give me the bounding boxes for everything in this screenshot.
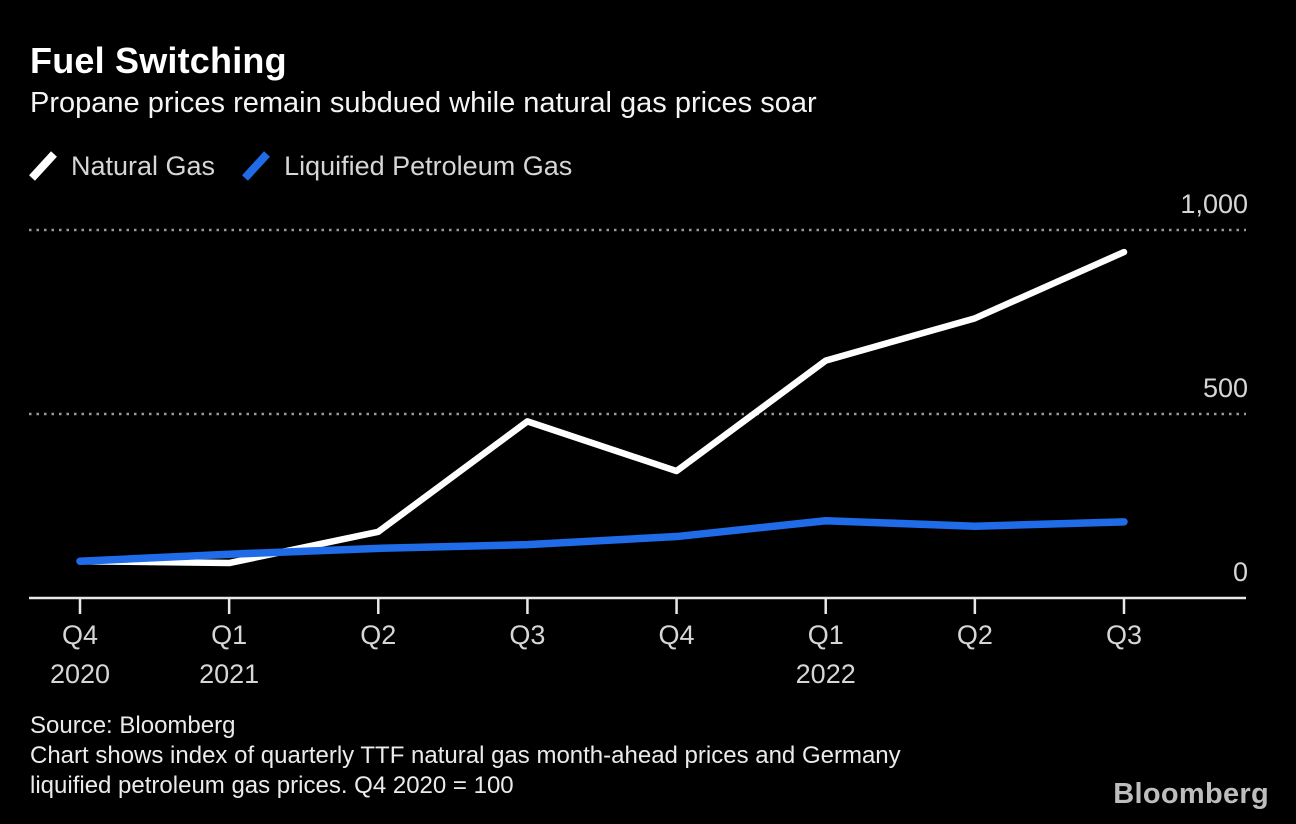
y-axis-label-1000: 1,000 [1180,189,1248,219]
x-axis-label-quarter: Q4 [61,620,99,650]
line-swatch-icon [29,151,57,181]
x-axis-label-quarter: Q3 [509,620,546,650]
y-axis-label-0: 0 [1232,557,1248,587]
footer: Source: Bloomberg Chart shows index of q… [30,711,901,801]
y-axis-label-500: 500 [1202,373,1248,403]
line-swatch-icon [242,151,271,181]
footnote-line-1: Chart shows index of quarterly TTF natur… [30,742,901,769]
x-axis-label-year: 2021 [199,659,260,689]
legend-label: Natural Gas [71,150,216,181]
chart-title: Fuel Switching [30,40,287,81]
legend-label: Liquified Petroleum Gas [284,150,573,181]
x-axis-label-quarter: Q1 [807,620,844,650]
x-axis-label-quarter: Q3 [1105,620,1143,650]
x-axis-label-year: 2020 [49,659,111,689]
legend-item-lpg: Liquified Petroleum Gas [241,150,572,182]
series-line-natural-gas [76,248,1128,567]
x-axis-label-year: 2022 [795,659,856,689]
legend: Natural Gas Liquified Petroleum Gas [28,150,598,182]
bloomberg-logo: Bloomberg [1113,778,1269,810]
series-line-liquified-petroleum-gas [76,516,1128,565]
footnote-line-2: liquified petroleum gas prices. Q4 2020 … [30,772,514,799]
legend-item-natural-gas: Natural Gas [28,150,215,182]
source-line: Source: Bloomberg [30,712,236,739]
x-axis-label-quarter: Q1 [211,620,248,650]
x-axis-label-quarter: Q4 [658,620,695,650]
chart-subtitle: Propane prices remain subdued while natu… [30,87,817,119]
x-axis-label-quarter: Q2 [956,620,993,650]
x-axis-label-quarter: Q2 [360,620,397,650]
